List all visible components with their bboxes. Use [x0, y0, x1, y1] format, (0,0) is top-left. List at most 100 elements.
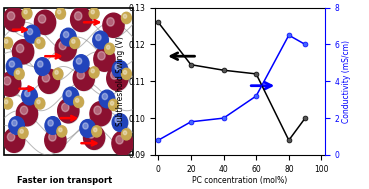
- Circle shape: [121, 68, 131, 80]
- Circle shape: [3, 98, 13, 109]
- Circle shape: [45, 128, 66, 152]
- Circle shape: [80, 120, 95, 137]
- Circle shape: [107, 18, 114, 26]
- Circle shape: [58, 99, 79, 123]
- Circle shape: [113, 61, 128, 79]
- Circle shape: [14, 69, 24, 80]
- Circle shape: [20, 129, 23, 133]
- Circle shape: [0, 73, 21, 97]
- Circle shape: [35, 11, 56, 35]
- Circle shape: [4, 40, 8, 43]
- Circle shape: [80, 120, 96, 138]
- Circle shape: [34, 10, 56, 34]
- Circle shape: [9, 117, 25, 135]
- Circle shape: [70, 7, 92, 31]
- Circle shape: [113, 132, 134, 156]
- Circle shape: [122, 129, 131, 140]
- Circle shape: [57, 126, 67, 137]
- Circle shape: [9, 117, 24, 134]
- Circle shape: [77, 71, 85, 79]
- X-axis label: PC concentration (mol%): PC concentration (mol%): [192, 177, 287, 185]
- Circle shape: [92, 126, 101, 137]
- Circle shape: [122, 69, 131, 80]
- Circle shape: [3, 7, 25, 31]
- Circle shape: [91, 10, 94, 14]
- Circle shape: [123, 131, 127, 135]
- Circle shape: [3, 37, 13, 49]
- Circle shape: [115, 117, 120, 123]
- Circle shape: [103, 13, 124, 37]
- Circle shape: [112, 61, 128, 78]
- Circle shape: [63, 32, 69, 38]
- Circle shape: [91, 69, 94, 73]
- Circle shape: [12, 120, 17, 126]
- Circle shape: [74, 55, 89, 73]
- Circle shape: [0, 72, 21, 96]
- Circle shape: [110, 101, 114, 105]
- Circle shape: [94, 128, 97, 132]
- Circle shape: [89, 67, 99, 78]
- Circle shape: [4, 129, 25, 153]
- Circle shape: [63, 88, 79, 105]
- Circle shape: [96, 34, 101, 41]
- Circle shape: [87, 130, 95, 138]
- Circle shape: [56, 37, 77, 62]
- Circle shape: [89, 67, 99, 78]
- Circle shape: [70, 38, 80, 49]
- Circle shape: [35, 98, 45, 109]
- Circle shape: [55, 37, 76, 61]
- Circle shape: [84, 126, 105, 150]
- Circle shape: [61, 28, 76, 46]
- Circle shape: [7, 133, 15, 141]
- Circle shape: [27, 29, 32, 35]
- Circle shape: [16, 70, 20, 74]
- Circle shape: [13, 40, 34, 64]
- Circle shape: [58, 10, 61, 14]
- Y-axis label: Conductivity (mS/cm): Conductivity (mS/cm): [342, 40, 351, 123]
- Circle shape: [35, 98, 45, 109]
- Circle shape: [59, 41, 66, 50]
- Circle shape: [37, 100, 40, 104]
- Circle shape: [35, 38, 45, 49]
- Circle shape: [112, 114, 128, 131]
- Circle shape: [16, 102, 38, 126]
- Circle shape: [18, 127, 28, 139]
- Circle shape: [111, 71, 118, 79]
- Circle shape: [3, 98, 13, 109]
- Circle shape: [49, 133, 56, 141]
- Circle shape: [38, 69, 59, 93]
- Circle shape: [62, 103, 69, 112]
- Circle shape: [75, 12, 82, 20]
- Circle shape: [90, 102, 112, 126]
- Circle shape: [24, 10, 27, 14]
- Circle shape: [113, 114, 128, 132]
- Circle shape: [55, 70, 58, 74]
- Circle shape: [94, 106, 101, 115]
- Circle shape: [14, 68, 24, 80]
- Circle shape: [83, 123, 88, 129]
- Circle shape: [57, 126, 67, 137]
- Circle shape: [58, 99, 79, 123]
- Circle shape: [74, 67, 95, 91]
- Circle shape: [45, 129, 66, 153]
- Circle shape: [38, 61, 43, 67]
- Circle shape: [3, 38, 13, 49]
- Circle shape: [20, 106, 28, 115]
- Circle shape: [94, 47, 115, 71]
- Circle shape: [22, 8, 32, 19]
- Circle shape: [4, 8, 25, 32]
- Circle shape: [59, 128, 62, 132]
- Circle shape: [112, 131, 133, 155]
- Circle shape: [99, 90, 115, 108]
- Circle shape: [48, 120, 53, 126]
- Circle shape: [109, 100, 118, 111]
- Circle shape: [107, 45, 110, 49]
- Circle shape: [74, 97, 84, 108]
- Circle shape: [25, 26, 40, 43]
- Circle shape: [24, 25, 40, 43]
- Circle shape: [70, 37, 80, 49]
- Circle shape: [105, 43, 115, 55]
- Circle shape: [22, 87, 37, 105]
- Circle shape: [4, 100, 8, 104]
- Circle shape: [7, 12, 15, 20]
